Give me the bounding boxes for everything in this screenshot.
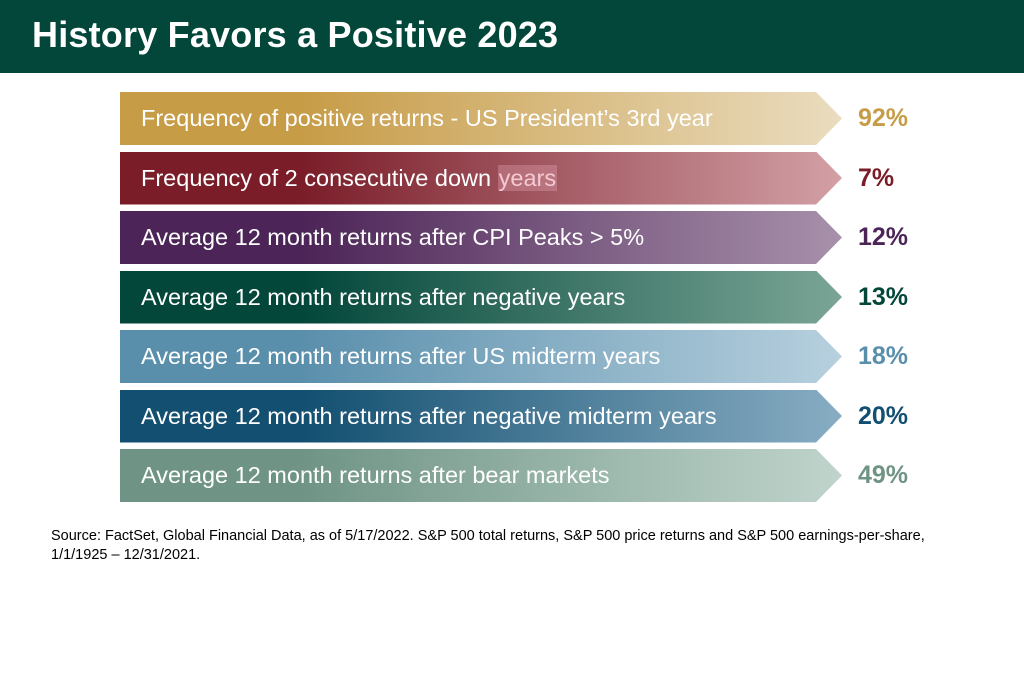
stat-label: Frequency of 2 consecutive down years [141,164,558,191]
page-title: History Favors a Positive 2023 [32,14,559,55]
stat-arrow [120,211,842,264]
stat-label: Average 12 month returns after negative … [141,402,717,429]
stat-arrow [120,449,842,502]
stat-row: Average 12 month returns after bear mark… [120,449,940,502]
stat-row: Average 12 month returns after negative … [120,389,940,443]
stat-row: Frequency of positive returns - US Presi… [120,92,940,145]
stat-label: Average 12 month returns after bear mark… [141,462,610,488]
stat-arrow [120,151,842,205]
header-bar: History Favors a Positive 2023 [0,0,1024,73]
stat-value: 12% [858,223,909,251]
stat-row: Average 12 month returns after CPI Peaks… [120,211,940,264]
stat-arrow [120,330,842,383]
stat-value: 7% [858,163,895,192]
stat-value: 20% [858,401,909,430]
stat-value: 49% [858,461,909,489]
stat-arrow [120,389,842,443]
stat-value: 13% [858,282,909,311]
stat-row: Average 12 month returns after US midter… [120,330,940,383]
stat-value: 18% [858,342,909,370]
stat-label: Frequency of positive returns - US Presi… [141,105,713,131]
stat-label: Average 12 month returns after US midter… [141,343,661,369]
stat-label: Average 12 month returns after CPI Peaks… [141,224,645,250]
stat-row: Frequency of 2 consecutive down years 7% [120,151,940,205]
source-footnote: Source: FactSet, Global Financial Data, … [51,528,925,563]
stat-row: Average 12 month returns after negative … [120,270,940,324]
stat-arrow [120,270,842,324]
stat-arrow [120,92,842,145]
stat-list: Frequency of positive returns - US Presi… [120,92,940,509]
highlighted-text: years [497,164,558,191]
stat-value: 92% [858,104,909,132]
stat-label: Average 12 month returns after negative … [141,283,626,310]
